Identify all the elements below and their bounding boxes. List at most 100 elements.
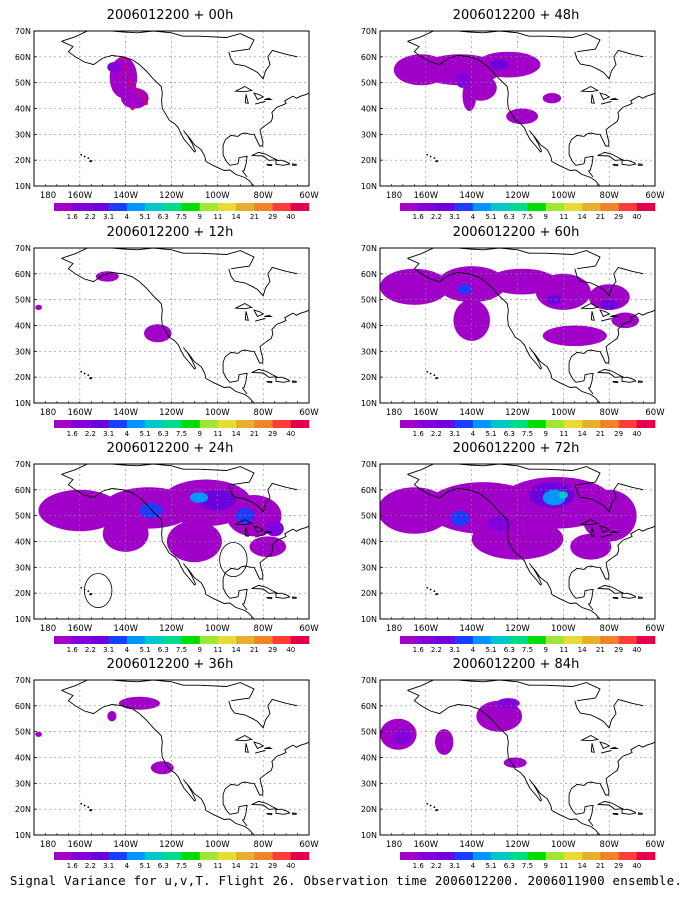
colorbar-label: 1.6	[413, 862, 425, 870]
map-svg: 70N 60N 50N 40N 30N 20N 10N 180 160W 140W 120W 100W…	[361, 677, 665, 870]
colorbar-label: 21	[250, 862, 259, 870]
lat-label: 60N	[15, 53, 31, 62]
colorbar-label: 21	[596, 646, 605, 654]
lat-label: 50N	[361, 512, 377, 521]
hawaii-island	[87, 590, 90, 592]
colorbar-segment	[600, 420, 619, 428]
lon-label: 180	[386, 408, 402, 418]
colorbar-label: 6.3	[504, 862, 515, 870]
lat-label: 40N	[361, 538, 377, 547]
colorbar-label: 14	[578, 646, 587, 654]
colorbar-label: 4	[471, 646, 476, 654]
lon-label: 100W	[551, 408, 576, 418]
colorbar-label: 3.1	[103, 213, 114, 221]
colorbar-label: 7.5	[176, 862, 187, 870]
colorbar-segment	[618, 852, 638, 860]
colorbar-segment	[400, 852, 419, 860]
coastline	[407, 473, 601, 619]
variance-blob	[249, 536, 287, 557]
island-or-lake	[600, 534, 612, 538]
lon-label: 140W	[459, 624, 484, 634]
colorbar-segment	[472, 852, 492, 860]
hawaii-island	[80, 370, 83, 373]
colorbar-segment	[145, 420, 164, 428]
island-or-lake	[275, 159, 291, 166]
lon-label: 60W	[645, 840, 665, 850]
lat-label: 70N	[361, 461, 377, 469]
colorbar-label: 11	[213, 213, 222, 221]
lon-label: 180	[386, 624, 402, 634]
colorbar-segment	[217, 420, 237, 428]
colorbar-segment	[290, 636, 310, 644]
island-or-lake	[580, 518, 599, 526]
colorbar-segment	[72, 852, 91, 860]
lon-label: 140W	[113, 191, 138, 201]
lat-label: 50N	[15, 512, 31, 521]
panel-title: 2006012200 + 24h	[106, 441, 234, 456]
colorbar-segment	[545, 636, 565, 644]
colorbar-label: 7.5	[522, 862, 533, 870]
panel-title: 2006012200 + 72h	[452, 441, 580, 456]
colorbar-segment	[181, 636, 201, 644]
colorbar-segment	[418, 636, 437, 644]
coastline	[407, 248, 601, 270]
lat-label: 30N	[361, 130, 377, 139]
colorbar-segment	[582, 420, 601, 428]
hawaii-island	[435, 160, 438, 163]
variance-blob	[35, 731, 42, 737]
lat-label: 50N	[361, 296, 377, 305]
colorbar-segment	[199, 852, 219, 860]
colorbar-label: 29	[268, 430, 277, 438]
colorbar-label: 9	[197, 646, 201, 654]
coastline	[228, 698, 298, 729]
hawaii-island	[426, 370, 429, 373]
colorbar-label: 21	[250, 646, 259, 654]
lon-label: 160W	[414, 408, 439, 418]
hawaii-island	[87, 157, 90, 159]
coastline	[222, 525, 309, 599]
colorbar-label: 4	[125, 862, 130, 870]
island-or-lake	[253, 309, 265, 318]
panel-84h: 2006012200 + 84h 70N 60N 50N 40N 30N 20N 10N 180…	[346, 657, 686, 873]
colorbar-label: 9	[197, 430, 201, 438]
variance-blob	[107, 62, 122, 73]
panel-48h: 2006012200 + 48h 70N 60N 50N 40N 30N 20N 10N 180…	[346, 8, 686, 224]
hawaii-island	[80, 586, 83, 589]
colorbar-segment	[108, 420, 128, 428]
panel-title: 2006012200 + 12h	[106, 225, 234, 240]
colorbar-label: 2.2	[85, 213, 96, 221]
island	[292, 812, 297, 815]
colorbar-label: 6.3	[504, 430, 515, 438]
lon-label: 120W	[159, 408, 184, 418]
colorbar-segment	[400, 420, 419, 428]
lat-label: 30N	[361, 347, 377, 356]
island-or-lake	[251, 800, 279, 810]
colorbar-label: 9	[197, 862, 201, 870]
hawaii-island	[80, 802, 83, 805]
hawaii-island	[435, 809, 438, 812]
hawaii-island	[83, 372, 86, 375]
colorbar-label: 14	[232, 213, 241, 221]
coastline	[407, 257, 601, 403]
lat-label: 30N	[15, 347, 31, 356]
colorbar-segment	[290, 203, 310, 211]
hawaii-island	[426, 153, 429, 156]
coastline	[574, 266, 644, 297]
colorbar-label: 4	[125, 213, 130, 221]
colorbar-segment	[72, 203, 91, 211]
hawaii-island	[90, 377, 93, 379]
colorbar-label: 2.2	[85, 430, 96, 438]
colorbar-segment	[472, 636, 492, 644]
colorbar-label: 11	[559, 213, 568, 221]
lon-label: 120W	[505, 191, 530, 201]
lat-label: 40N	[15, 105, 31, 114]
island-or-lake	[597, 584, 625, 594]
hawaii-island	[429, 372, 432, 375]
colorbar-segment	[181, 420, 201, 428]
island-or-lake	[600, 318, 612, 322]
island-or-lake	[253, 92, 265, 101]
observation-point	[137, 91, 142, 95]
colorbar-segment	[436, 420, 455, 428]
colorbar-label: 4	[125, 646, 130, 654]
lon-label: 180	[40, 191, 56, 201]
